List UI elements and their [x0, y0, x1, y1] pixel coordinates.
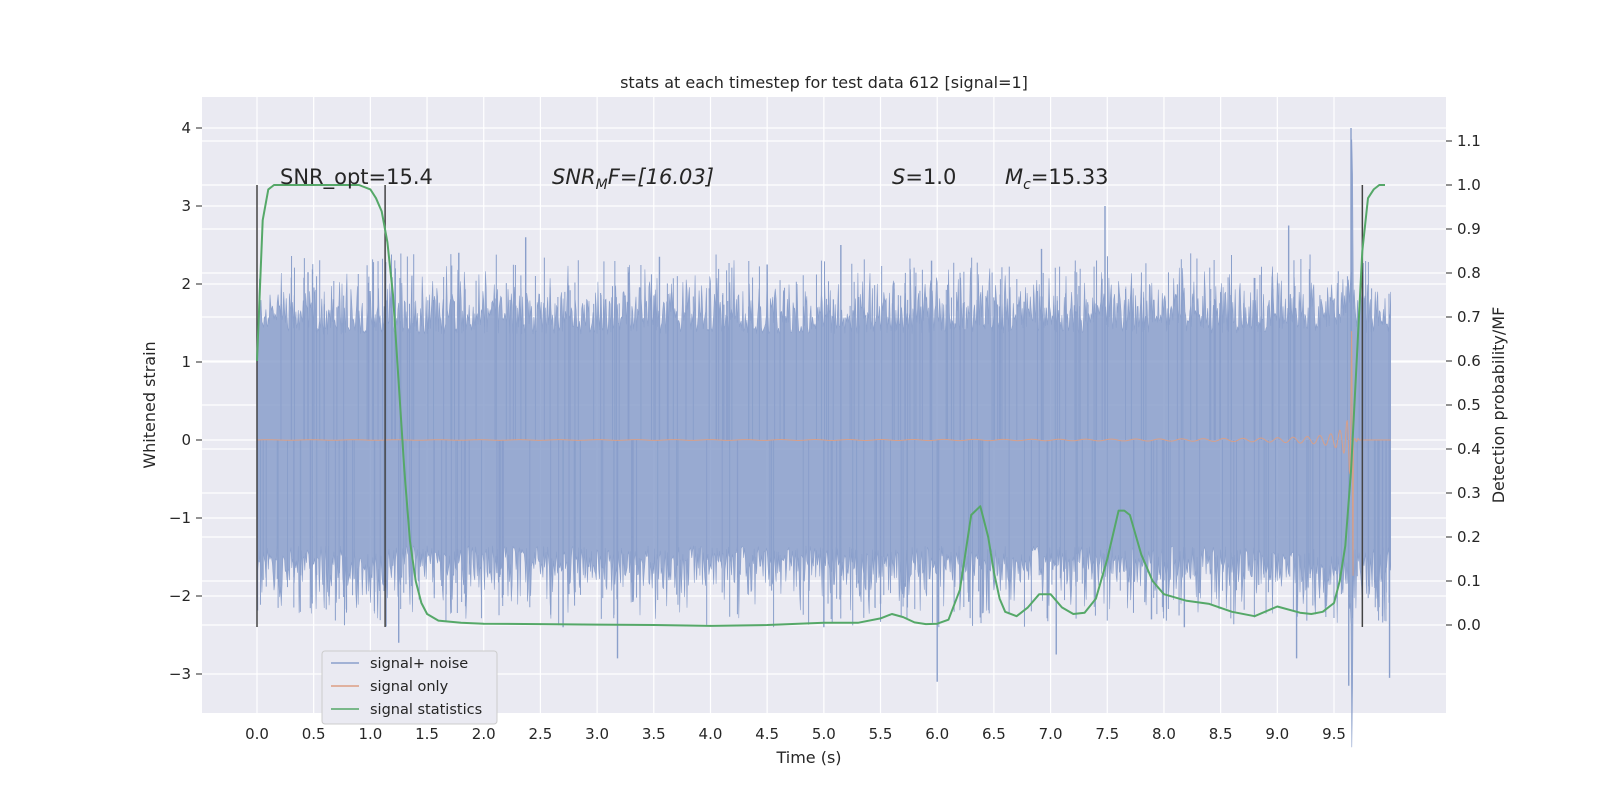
legend-box	[321, 650, 498, 725]
y-tick-label: −1	[169, 509, 191, 527]
annotation-mc-value: =15.33	[1031, 165, 1109, 189]
y2-tick-label: 0.4	[1457, 440, 1481, 458]
x-tick-label: 6.5	[982, 725, 1006, 743]
legend: signal+ noise signal only signal statist…	[321, 650, 498, 725]
ticks: 0.0 0.5 1.0 1.5 2.0 2.5 3.0 3.5 4.0 4.5 5.0 5.5 6.0 6…	[169, 119, 1481, 743]
annotation-s-value: =1.0	[905, 165, 956, 189]
signal-statistics-line	[256, 184, 1385, 627]
annotation-snr-mf-base: SNR	[552, 165, 596, 189]
y-axis-label: Whitened strain	[140, 341, 159, 468]
legend-label-signal-noise: signal+ noise	[370, 656, 468, 672]
x-tick-label: 2.5	[528, 725, 552, 743]
x-tick-label: 0.0	[245, 725, 269, 743]
annotation-mc-base: M	[1005, 165, 1023, 189]
x-tick-label: 0.5	[302, 725, 326, 743]
y-tick-label: −2	[169, 587, 191, 605]
signal-statistics-series	[256, 184, 1385, 627]
annotation-snr-mf-sub: M	[596, 177, 608, 193]
annotation-snr-opt: SNR_opt=15.4	[280, 165, 433, 190]
y2-tick-label: 0.7	[1457, 308, 1481, 326]
y2-tick-label: 1.0	[1457, 176, 1481, 194]
annotation-mc: Mc=15.33	[1005, 165, 1109, 193]
y2-tick-label: 0.5	[1457, 396, 1481, 414]
legend-label-signal-statistics: signal statistics	[370, 702, 482, 718]
x-tick-label: 2.0	[472, 725, 496, 743]
annotation-s-symbol: S	[892, 165, 905, 189]
y2-tick-label: 0.1	[1457, 572, 1481, 590]
y-tick-label: 1	[181, 353, 191, 371]
y-tick-label: 0	[181, 431, 191, 449]
annotation-snr-mf-rest: F=[16.03]	[608, 165, 714, 189]
x-tick-label: 5.0	[812, 725, 836, 743]
x-tick-label: 7.0	[1039, 725, 1063, 743]
signal-only-line	[256, 331, 1391, 576]
x-tick-label: 8.5	[1209, 725, 1233, 743]
x-tick-label: 5.5	[869, 725, 893, 743]
x-tick-label: 1.5	[415, 725, 439, 743]
annotation-s: S=1.0	[892, 165, 956, 189]
y2-tick-label: 0.3	[1457, 484, 1481, 502]
signal-noise-series	[256, 128, 1391, 748]
x-tick-label: 8.0	[1152, 725, 1176, 743]
x-tick-label: 4.0	[699, 725, 723, 743]
y2-tick-label: 1.1	[1457, 132, 1481, 150]
x-tick-label: 3.0	[585, 725, 609, 743]
y2-axis-label: Detection probability/MF	[1489, 307, 1508, 504]
y-tick-label: 4	[181, 119, 191, 137]
x-tick-label: 7.5	[1095, 725, 1119, 743]
x-axis-label: Time (s)	[775, 748, 841, 767]
y2-tick-label: 0.0	[1457, 616, 1481, 634]
chart-title: stats at each timestep for test data 612…	[620, 73, 1028, 92]
y2-tick-label: 0.8	[1457, 264, 1481, 282]
y2-tick-label: 0.9	[1457, 220, 1481, 238]
y2-tick-label: 0.6	[1457, 352, 1481, 370]
annotation-snr-mf: SNRMF=[16.03]	[552, 165, 714, 193]
x-tick-label: 3.5	[642, 725, 666, 743]
annotation-mc-sub: c	[1023, 177, 1031, 193]
y-tick-label: 2	[181, 275, 191, 293]
signal-only-series	[256, 331, 1391, 576]
x-tick-label: 9.0	[1265, 725, 1289, 743]
y2-tick-label: 0.2	[1457, 528, 1481, 546]
x-tick-label: 9.5	[1322, 725, 1346, 743]
x-tick-label: 4.5	[755, 725, 779, 743]
x-tick-label: 1.0	[358, 725, 382, 743]
x-tick-label: 6.0	[925, 725, 949, 743]
y-tick-label: −3	[169, 665, 191, 683]
y-tick-label: 3	[181, 197, 191, 215]
legend-label-signal-only: signal only	[370, 679, 449, 695]
